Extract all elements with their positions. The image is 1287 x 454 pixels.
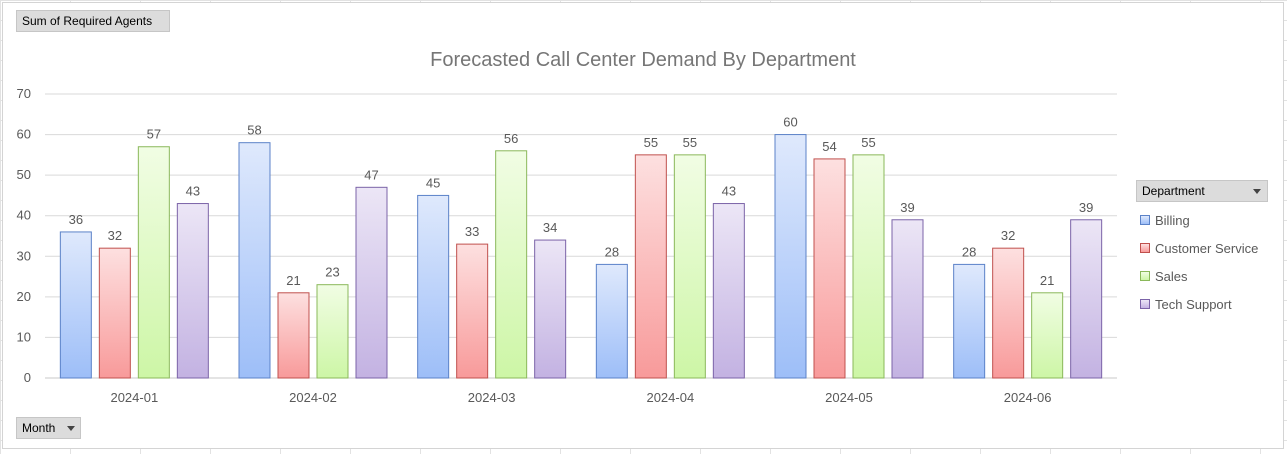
data-label: 47 <box>364 167 378 182</box>
y-tick-label: 0 <box>24 370 31 385</box>
y-tick-label: 70 <box>17 86 31 101</box>
data-label: 58 <box>247 123 261 138</box>
data-label: 39 <box>900 200 914 215</box>
y-tick-label: 30 <box>17 248 31 263</box>
x-tick-label: 2024-06 <box>1004 390 1052 405</box>
x-axis: 2024-01 2024-02 2024-03 2024-04 2024-05 2024-… <box>110 390 1051 405</box>
bar[interactable] <box>355 186 388 379</box>
legend-swatch <box>1140 271 1150 281</box>
data-label: 55 <box>644 135 658 150</box>
legend-swatch <box>1140 215 1150 225</box>
chart-title: Forecasted Call Center Demand By Departm… <box>430 49 856 71</box>
data-label: 55 <box>861 135 875 150</box>
values-field-label: Sum of Required Agents <box>22 14 153 28</box>
data-label: 32 <box>108 228 122 243</box>
bar[interactable] <box>176 203 209 379</box>
data-label: 33 <box>465 224 479 239</box>
bar[interactable] <box>634 154 667 379</box>
values-field-button[interactable]: Sum of Required Agents <box>16 10 170 32</box>
data-label: 28 <box>962 244 976 259</box>
department-field-button[interactable]: Department <box>1136 180 1268 202</box>
bar[interactable] <box>238 142 271 379</box>
month-field-label: Month <box>22 421 56 435</box>
x-tick-label: 2024-04 <box>646 390 694 405</box>
data-label: 54 <box>822 139 836 154</box>
bar[interactable] <box>137 146 170 379</box>
bar[interactable] <box>316 284 349 379</box>
data-label: 32 <box>1001 228 1015 243</box>
bar[interactable] <box>534 239 567 379</box>
legend-swatch <box>1140 299 1150 309</box>
legend-label: Customer Service <box>1155 240 1259 256</box>
month-field-button[interactable]: Month <box>16 417 81 439</box>
x-tick-label: 2024-05 <box>825 390 873 405</box>
bar[interactable] <box>953 263 986 379</box>
dropdown-arrow-icon <box>1253 188 1261 194</box>
y-tick-label: 50 <box>17 167 31 182</box>
bar[interactable] <box>98 247 131 379</box>
bar[interactable] <box>774 134 807 379</box>
gridlines <box>45 93 1117 379</box>
data-labels: 36 32 57 43 58 21 23 47 45 33 56 34 28 55 55 43 60 54 55 39… <box>69 115 1094 288</box>
x-tick-label: 2024-03 <box>468 390 516 405</box>
bar[interactable] <box>852 154 885 379</box>
y-tick-label: 40 <box>17 208 31 223</box>
bar[interactable] <box>495 150 528 379</box>
bar[interactable] <box>595 263 628 379</box>
bar[interactable] <box>813 158 846 379</box>
data-label: 21 <box>1040 273 1054 288</box>
x-tick-label: 2024-02 <box>289 390 337 405</box>
department-field-label: Department <box>1142 184 1205 198</box>
y-tick-label: 60 <box>17 127 31 142</box>
bar[interactable] <box>712 203 745 379</box>
data-label: 43 <box>186 184 200 199</box>
data-label: 28 <box>605 244 619 259</box>
legend-label: Tech Support <box>1155 296 1232 312</box>
bars <box>59 134 1103 379</box>
bar[interactable] <box>1031 292 1064 379</box>
legend-item[interactable]: Billing <box>1140 206 1258 234</box>
bar[interactable] <box>456 243 489 379</box>
data-label: 34 <box>543 220 557 235</box>
data-label: 56 <box>504 131 518 146</box>
legend-swatch <box>1140 243 1150 253</box>
legend-label: Billing <box>1155 212 1190 228</box>
bar[interactable] <box>59 231 92 379</box>
legend-item[interactable]: Tech Support <box>1140 290 1258 318</box>
legend-label: Sales <box>1155 268 1188 284</box>
y-tick-label: 20 <box>17 289 31 304</box>
data-label: 36 <box>69 212 83 227</box>
bar[interactable] <box>891 219 924 379</box>
bar[interactable] <box>1070 219 1103 379</box>
data-label: 60 <box>783 115 797 130</box>
y-axis: 0 10 20 30 40 50 60 70 <box>17 86 31 385</box>
data-label: 45 <box>426 175 440 190</box>
bar[interactable] <box>992 247 1025 379</box>
data-label: 43 <box>722 184 736 199</box>
data-label: 55 <box>683 135 697 150</box>
legend-item[interactable]: Sales <box>1140 262 1258 290</box>
data-label: 57 <box>147 127 161 142</box>
bar[interactable] <box>673 154 706 379</box>
y-tick-label: 10 <box>17 329 31 344</box>
data-label: 23 <box>325 265 339 280</box>
legend: Billing Customer Service Sales Tech Support <box>1140 206 1258 318</box>
data-label: 21 <box>286 273 300 288</box>
dropdown-arrow-icon <box>67 425 75 431</box>
data-label: 39 <box>1079 200 1093 215</box>
bar[interactable] <box>417 194 450 379</box>
x-tick-label: 2024-01 <box>110 390 158 405</box>
legend-item[interactable]: Customer Service <box>1140 234 1258 262</box>
bar[interactable] <box>277 292 310 379</box>
